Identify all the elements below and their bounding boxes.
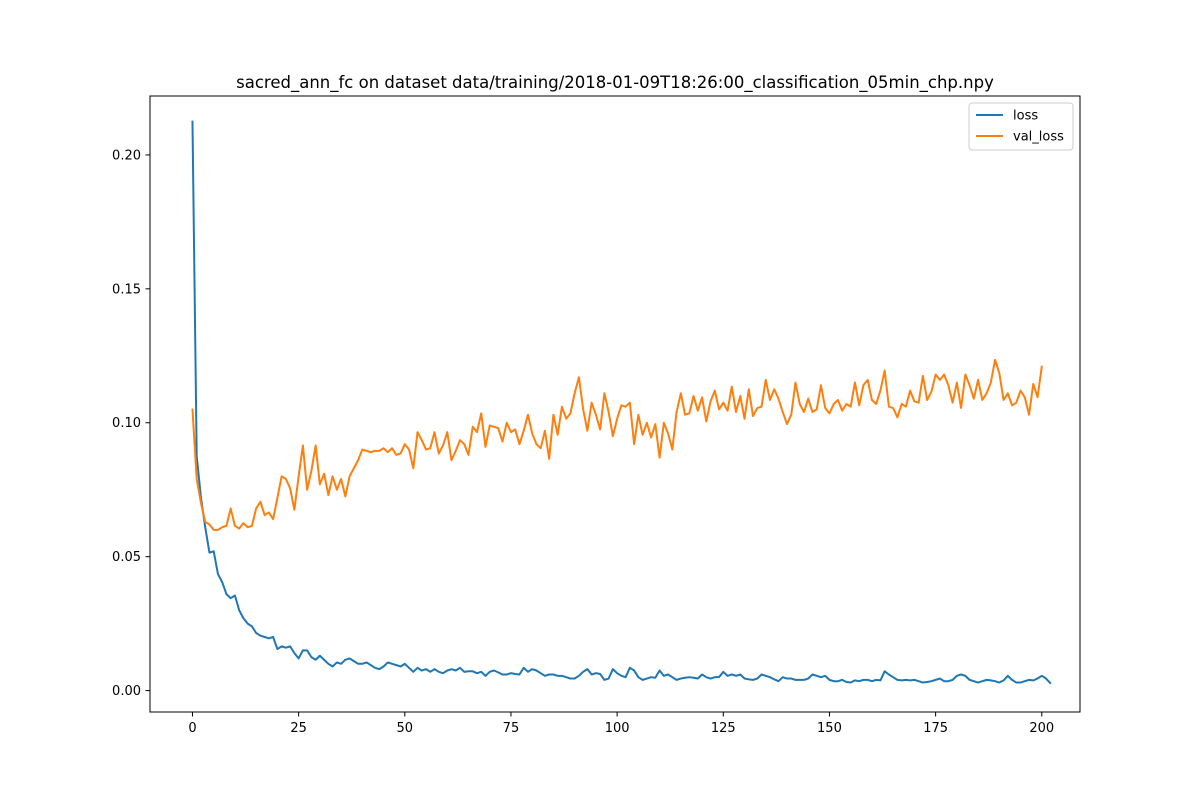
x-tick-label: 50 <box>397 721 414 736</box>
series-line-val-loss <box>191 358 1043 531</box>
x-tick-label: 25 <box>290 721 307 736</box>
x-tick-label: 0 <box>188 721 196 736</box>
y-axis: 0.00 0.05 0.10 0.15 0.20 <box>112 148 150 699</box>
y-tick-label: 0.15 <box>112 282 141 297</box>
legend-label-val-loss: val_loss <box>1013 130 1064 145</box>
x-tick-label: 175 <box>923 721 948 736</box>
y-tick-label: 0.10 <box>112 416 141 431</box>
axes-frame <box>149 95 1081 713</box>
x-tick-label: 125 <box>711 721 736 736</box>
y-tick-label: 0.00 <box>112 684 141 699</box>
y-tick-label: 0.20 <box>112 148 141 163</box>
x-tick-label: 100 <box>605 721 630 736</box>
chart-title: sacred_ann_fc on dataset data/training/2… <box>236 73 994 93</box>
x-tick-label: 75 <box>503 721 520 736</box>
y-tick-label: 0.05 <box>112 550 141 565</box>
legend: loss val_loss <box>968 102 1074 151</box>
legend-label-loss: loss <box>1013 109 1038 124</box>
x-tick-label: 200 <box>1029 721 1054 736</box>
x-tick-label: 150 <box>817 721 842 736</box>
x-axis: 0 25 50 75 100 125 150 175 200 <box>188 712 1054 736</box>
plot-area <box>191 120 1052 685</box>
series-line-loss <box>191 120 1052 685</box>
